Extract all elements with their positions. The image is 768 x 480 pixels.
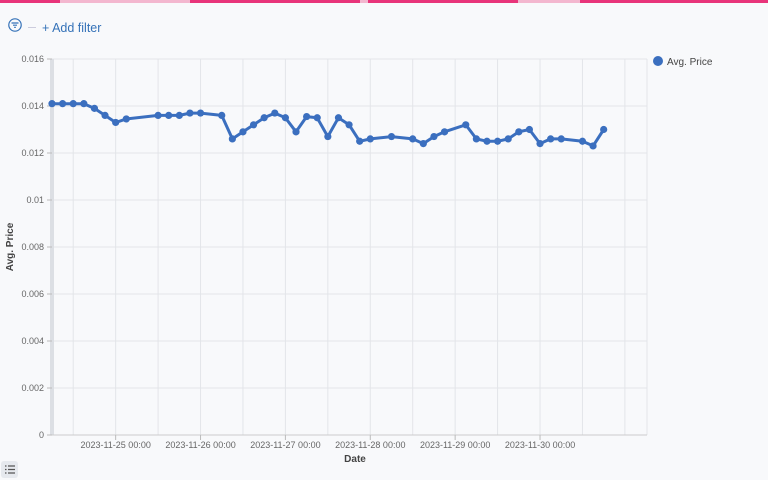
data-point[interactable] — [557, 135, 565, 143]
top-progress-bar — [0, 0, 768, 3]
data-point[interactable] — [281, 114, 290, 122]
data-point[interactable] — [313, 114, 321, 122]
data-point[interactable] — [493, 137, 502, 145]
data-point[interactable] — [239, 128, 247, 136]
data-point[interactable] — [101, 111, 109, 119]
filter-icon[interactable] — [8, 18, 22, 37]
data-point[interactable] — [186, 109, 194, 117]
data-point[interactable] — [430, 132, 438, 141]
add-filter-button[interactable]: + Add filter — [42, 20, 102, 35]
legend-marker — [653, 56, 663, 66]
legend[interactable]: Avg. Price — [653, 56, 713, 68]
data-point[interactable] — [112, 118, 120, 127]
data-point[interactable] — [345, 121, 353, 129]
x-tick-label: 2023-11-29 00:00 — [420, 440, 490, 450]
data-point[interactable] — [271, 109, 279, 117]
data-point[interactable] — [334, 114, 343, 122]
data-point[interactable] — [483, 137, 491, 145]
x-tick-label: 2023-11-30 00:00 — [505, 440, 575, 450]
data-point[interactable] — [440, 128, 449, 136]
y-tick-label: 0.004 — [21, 336, 44, 346]
x-tick-label: 2023-11-25 00:00 — [80, 440, 150, 450]
y-tick-label: 0.01 — [26, 195, 44, 205]
data-point[interactable] — [366, 135, 374, 143]
data-point[interactable] — [154, 111, 162, 119]
data-point[interactable] — [525, 125, 534, 134]
series-line-avg-price — [52, 102, 605, 148]
data-point[interactable] — [409, 135, 417, 143]
x-axis-label: Date — [344, 454, 366, 465]
data-point[interactable] — [578, 137, 587, 145]
data-point[interactable] — [249, 121, 258, 129]
y-tick-label: 0.012 — [21, 148, 44, 158]
data-point[interactable] — [462, 121, 470, 129]
data-point[interactable] — [292, 128, 300, 136]
data-point[interactable] — [547, 135, 555, 143]
list-icon — [4, 465, 15, 474]
y-tick-label: 0.008 — [21, 242, 44, 252]
data-point[interactable] — [175, 111, 183, 119]
data-point[interactable] — [504, 135, 512, 143]
y-axis-label: Avg. Price — [5, 222, 16, 271]
y-tick-label: 0.002 — [21, 383, 44, 393]
data-point[interactable] — [90, 104, 99, 112]
data-point[interactable] — [356, 137, 364, 145]
data-point[interactable] — [196, 109, 205, 117]
data-point[interactable] — [48, 100, 56, 108]
data-point[interactable] — [80, 100, 88, 108]
y-tick-label: 0.014 — [21, 101, 44, 111]
data-point[interactable] — [515, 128, 523, 136]
data-point[interactable] — [122, 115, 130, 123]
data-point[interactable] — [303, 112, 311, 121]
data-point[interactable] — [419, 140, 427, 148]
data-point[interactable] — [218, 111, 226, 119]
data-point[interactable] — [536, 140, 544, 148]
data-point[interactable] — [260, 114, 268, 122]
x-tick-label: 2023-11-28 00:00 — [335, 440, 405, 450]
data-point[interactable] — [472, 135, 480, 143]
list-toggle-button[interactable] — [1, 461, 18, 478]
y-tick-label: 0.016 — [21, 54, 44, 64]
x-tick-label: 2023-11-26 00:00 — [165, 440, 235, 450]
data-point[interactable] — [387, 132, 396, 141]
y-tick-label: 0.006 — [21, 289, 44, 299]
top-bar-segment — [368, 0, 518, 3]
x-tick-label: 2023-11-27 00:00 — [250, 440, 320, 450]
data-point[interactable] — [324, 132, 332, 141]
data-point[interactable] — [228, 135, 236, 143]
top-bar-segment — [190, 0, 360, 3]
data-point[interactable] — [165, 111, 173, 119]
divider — [28, 27, 36, 28]
data-point[interactable] — [69, 100, 77, 108]
data-point[interactable] — [589, 142, 597, 150]
top-bar-segment — [580, 0, 768, 3]
legend-label: Avg. Price — [667, 57, 713, 68]
data-point[interactable] — [600, 125, 608, 134]
filter-bar: + Add filter — [8, 18, 101, 37]
top-bar-segment — [0, 0, 60, 3]
data-point[interactable] — [59, 100, 67, 108]
y-tick-label: 0 — [39, 430, 44, 440]
